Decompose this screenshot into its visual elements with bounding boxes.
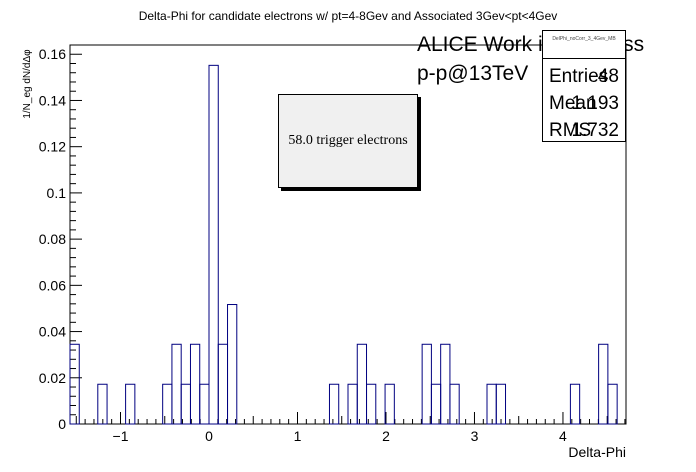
histogram-bin-2	[125, 383, 136, 425]
y-tick-label-4: 0.08	[39, 231, 66, 247]
trigger-electrons-text: 58.0 trigger electrons	[288, 133, 408, 148]
stats-histogram-name: DelPhi_noCorr_3_4Gev_MB	[552, 36, 616, 42]
y-tick-label-6: 0.12	[39, 139, 66, 155]
histogram-bin-19	[449, 383, 460, 425]
x-tick-label-3: 2	[382, 428, 390, 444]
histogram-bin-6	[189, 343, 201, 425]
histogram-bin-10	[227, 304, 238, 425]
y-axis-label: 1/N_eg dN/dΔφ	[22, 49, 33, 119]
histogram-bin-22	[569, 383, 581, 425]
trigger-electrons-box: 58.0 trigger electrons	[278, 94, 418, 188]
stats-mean-value: 1.193	[571, 93, 619, 114]
y-tick-label-2: 0.04	[39, 324, 66, 340]
y-tick-label-8: 0.16	[39, 46, 66, 62]
histogram-bin-12	[347, 383, 358, 425]
histogram-bin-14	[366, 383, 377, 425]
histogram-bin-18	[440, 343, 451, 425]
stats-divider	[543, 58, 625, 59]
histogram-bin-17	[430, 383, 442, 425]
stats-rms-value: 1.732	[571, 120, 619, 141]
y-tick-label-0: 0	[58, 416, 66, 432]
collision-label: p-p@13TeV	[417, 62, 529, 85]
histogram-bin-24	[607, 383, 618, 425]
stats-mean-label: Mean	[549, 93, 597, 114]
y-tick-label-3: 0.06	[39, 277, 66, 293]
y-tick-label-7: 0.14	[39, 92, 66, 108]
x-tick-label-5: 4	[559, 428, 567, 444]
histogram-bin-11	[328, 383, 340, 425]
stats-entries-value: 48	[597, 66, 619, 87]
y-axis: 0 0.02 0.04 0.06 0.08 0.1 0.12 0.14 0.16	[39, 46, 82, 432]
histogram-bin-0	[69, 343, 80, 425]
histogram-bin-5	[180, 383, 191, 425]
chart-title: Delta-Phi for candidate electrons w/ pt=…	[139, 9, 558, 23]
histogram-bin-20	[486, 383, 497, 425]
histogram-bin-13	[356, 343, 368, 425]
histogram-bin-1	[97, 383, 108, 425]
stats-box: DelPhi_noCorr_3_4Gev_MB Entries 48 Mean …	[542, 30, 626, 142]
histogram-bin-8	[208, 64, 219, 425]
x-axis-label: Delta-Phi	[568, 444, 626, 460]
histogram-bin-23	[598, 343, 609, 425]
x-tick-label-2: 1	[294, 428, 302, 444]
x-tick-label-4: 3	[471, 428, 479, 444]
x-axis: −1 0 1 2 3 4	[75, 412, 626, 444]
histogram-bin-3	[162, 383, 173, 425]
histogram-bin-7	[199, 383, 210, 425]
stats-rms-label: RMS	[549, 120, 592, 141]
histogram-bins	[69, 64, 618, 425]
x-tick-label-0: −1	[113, 428, 129, 444]
stats-entries-label: Entries	[549, 66, 609, 87]
y-tick-label-1: 0.02	[39, 370, 66, 386]
histogram-bin-15	[384, 383, 395, 425]
x-tick-label-1: 0	[205, 428, 213, 444]
histogram-bin-21	[495, 383, 507, 425]
histogram-bin-16	[421, 343, 432, 425]
histogram-bin-4	[171, 343, 182, 425]
histogram-bin-9	[217, 343, 229, 425]
y-tick-label-5: 0.1	[47, 185, 67, 201]
